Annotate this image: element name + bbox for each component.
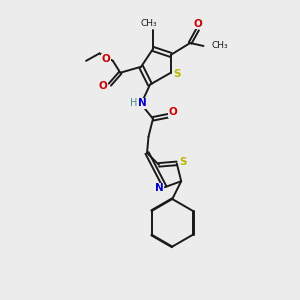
Text: O: O (102, 54, 111, 64)
Text: CH₃: CH₃ (140, 19, 157, 28)
Text: N: N (154, 183, 163, 193)
Text: O: O (99, 80, 108, 91)
Text: H: H (130, 98, 137, 108)
Text: S: S (179, 157, 187, 167)
Text: CH₃: CH₃ (212, 41, 228, 50)
Text: N: N (138, 98, 147, 108)
Text: O: O (169, 107, 178, 117)
Text: S: S (174, 69, 181, 79)
Text: O: O (193, 19, 202, 29)
